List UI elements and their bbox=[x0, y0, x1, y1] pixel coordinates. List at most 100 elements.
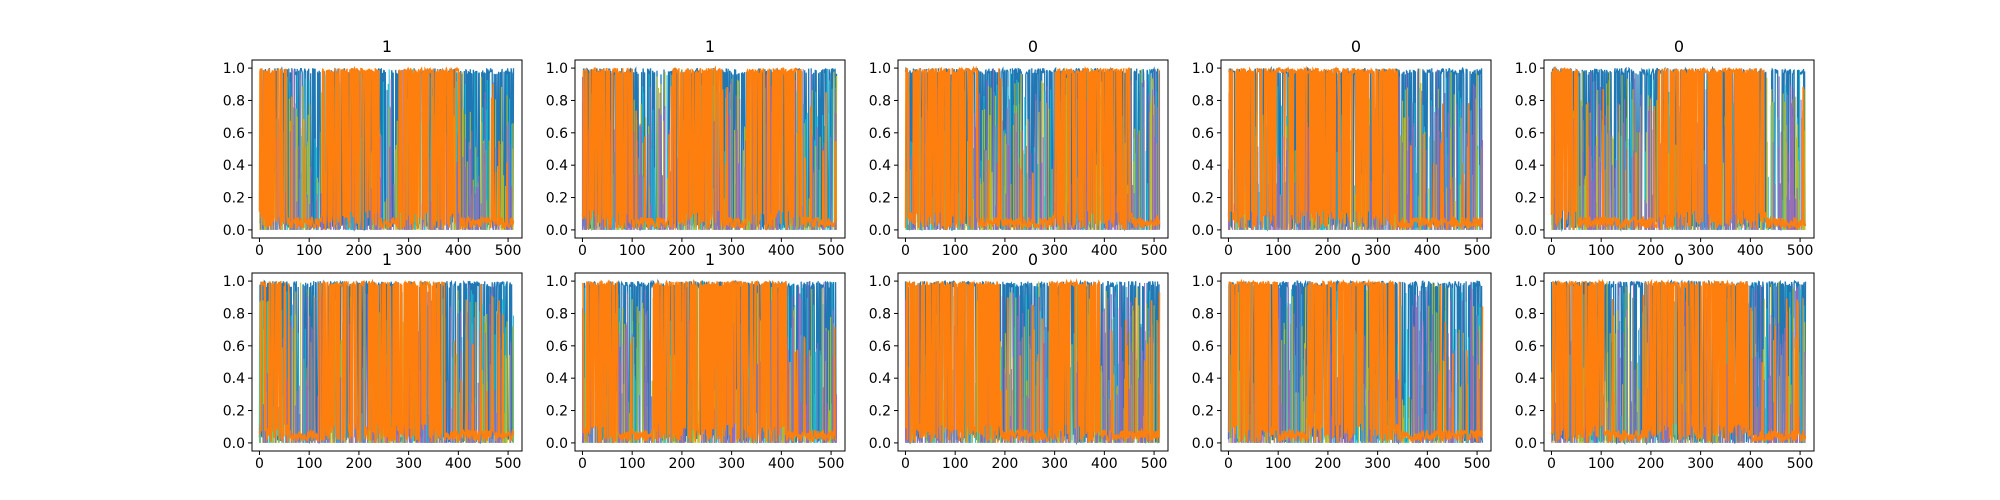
plot-area bbox=[904, 278, 1161, 446]
axes-frame bbox=[897, 59, 1169, 239]
x-tick-label: 300 bbox=[718, 456, 745, 472]
plot-area bbox=[581, 65, 838, 232]
plot-area bbox=[1550, 65, 1807, 233]
y-tick-label: 0.2 bbox=[546, 404, 568, 420]
x-tick-label: 300 bbox=[1687, 456, 1714, 472]
y-tick-label: 0.4 bbox=[223, 371, 245, 387]
y-tick-label: 0.8 bbox=[546, 93, 568, 109]
x-tick-label: 0 bbox=[1224, 243, 1233, 259]
x-tick-label: 400 bbox=[1737, 456, 1764, 472]
axes-frame bbox=[1543, 272, 1815, 452]
plot-area bbox=[258, 278, 515, 445]
y-tick-label: 0.0 bbox=[1515, 223, 1537, 239]
y-tick-label: 0.6 bbox=[223, 126, 245, 142]
x-tick-label: 300 bbox=[395, 456, 422, 472]
x-tick-label: 200 bbox=[669, 243, 696, 259]
subplot-title: 1 bbox=[382, 250, 392, 269]
x-tick-label: 100 bbox=[1265, 456, 1292, 472]
y-tick-label: 0.6 bbox=[546, 126, 568, 142]
y-tick-label: 0.6 bbox=[1192, 126, 1214, 142]
x-tick-label: 0 bbox=[255, 456, 264, 472]
x-tick-label: 200 bbox=[1315, 456, 1342, 472]
y-tick-label: 0.6 bbox=[1515, 126, 1537, 142]
y-tick-label: 0.4 bbox=[869, 158, 891, 174]
x-tick-label: 0 bbox=[1224, 456, 1233, 472]
series-orange bbox=[1550, 65, 1807, 231]
x-tick-label: 500 bbox=[1464, 456, 1491, 472]
y-tick-label: 0.0 bbox=[869, 223, 891, 239]
y-tick-label: 1.0 bbox=[223, 61, 245, 77]
y-tick-label: 0.8 bbox=[223, 93, 245, 109]
x-tick-label: 500 bbox=[1787, 243, 1814, 259]
x-tick-label: 500 bbox=[495, 243, 522, 259]
plot-area bbox=[904, 65, 1161, 232]
plot-area bbox=[1227, 278, 1484, 445]
series-orange bbox=[1227, 278, 1484, 444]
y-tick-label: 0.6 bbox=[223, 339, 245, 355]
y-tick-label: 0.0 bbox=[1515, 436, 1537, 452]
series-orange bbox=[258, 278, 515, 444]
y-tick-label: 0.6 bbox=[546, 339, 568, 355]
y-tick-label: 0.4 bbox=[223, 158, 245, 174]
y-tick-label: 0.4 bbox=[1192, 158, 1214, 174]
y-tick-label: 0.0 bbox=[1192, 436, 1214, 452]
subplot-title: 0 bbox=[1674, 37, 1684, 56]
x-tick-label: 300 bbox=[718, 243, 745, 259]
y-tick-label: 0.8 bbox=[546, 306, 568, 322]
y-tick-label: 0.0 bbox=[546, 223, 568, 239]
x-tick-label: 100 bbox=[296, 243, 323, 259]
subplot-8: 0 100 200 300 400 500 0.0 0.2 0.4 0.6 0.8 1.0 0 bbox=[869, 250, 1169, 472]
y-tick-label: 0.0 bbox=[223, 223, 245, 239]
y-tick-label: 0.2 bbox=[1515, 191, 1537, 207]
x-tick-label: 100 bbox=[1588, 456, 1615, 472]
plot-area bbox=[258, 65, 515, 232]
x-tick-label: 0 bbox=[1547, 456, 1556, 472]
x-tick-label: 200 bbox=[1638, 243, 1665, 259]
x-tick-label: 400 bbox=[1091, 243, 1118, 259]
y-tick-label: 0.4 bbox=[546, 371, 568, 387]
subplot-title: 1 bbox=[705, 250, 715, 269]
y-tick-label: 1.0 bbox=[869, 274, 891, 290]
x-tick-label: 200 bbox=[346, 243, 373, 259]
x-tick-label: 400 bbox=[1414, 456, 1441, 472]
y-tick-label: 0.2 bbox=[223, 404, 245, 420]
x-tick-label: 500 bbox=[1141, 456, 1168, 472]
y-tick-label: 0.0 bbox=[546, 436, 568, 452]
x-tick-label: 500 bbox=[1464, 243, 1491, 259]
plot-area bbox=[581, 278, 838, 445]
x-tick-label: 400 bbox=[1091, 456, 1118, 472]
x-tick-label: 200 bbox=[992, 456, 1019, 472]
y-tick-label: 0.2 bbox=[1515, 404, 1537, 420]
y-tick-label: 0.4 bbox=[1515, 371, 1537, 387]
x-tick-label: 0 bbox=[901, 243, 910, 259]
subplot-title: 0 bbox=[1351, 250, 1361, 269]
x-tick-label: 200 bbox=[1638, 456, 1665, 472]
y-tick-label: 0.8 bbox=[869, 306, 891, 322]
x-tick-label: 400 bbox=[768, 243, 795, 259]
series-orange bbox=[581, 65, 838, 231]
x-tick-label: 200 bbox=[346, 456, 373, 472]
y-tick-label: 0.0 bbox=[223, 436, 245, 452]
y-tick-label: 1.0 bbox=[869, 61, 891, 77]
subplot-4: 0 100 200 300 400 500 0.0 0.2 0.4 0.6 0.8 1.0 0 bbox=[1192, 37, 1492, 259]
x-tick-label: 200 bbox=[669, 456, 696, 472]
x-tick-label: 100 bbox=[942, 456, 969, 472]
subplot-9: 0 100 200 300 400 500 0.0 0.2 0.4 0.6 0.8 1.0 0 bbox=[1192, 250, 1492, 472]
x-tick-label: 200 bbox=[992, 243, 1019, 259]
plot-area bbox=[1550, 278, 1807, 446]
x-tick-label: 300 bbox=[1364, 456, 1391, 472]
plot-area bbox=[1227, 65, 1484, 232]
axes-frame bbox=[251, 59, 523, 239]
x-tick-label: 100 bbox=[296, 456, 323, 472]
x-tick-label: 400 bbox=[1737, 243, 1764, 259]
y-tick-label: 0.2 bbox=[869, 404, 891, 420]
y-tick-label: 0.2 bbox=[869, 191, 891, 207]
y-tick-label: 1.0 bbox=[223, 274, 245, 290]
x-tick-label: 300 bbox=[1041, 243, 1068, 259]
y-tick-label: 0.4 bbox=[869, 371, 891, 387]
series-orange bbox=[258, 65, 515, 231]
series-orange bbox=[904, 65, 1161, 231]
x-tick-label: 100 bbox=[1588, 243, 1615, 259]
subplot-7: 0 100 200 300 400 500 0.0 0.2 0.4 0.6 0.8 1.0 1 bbox=[546, 250, 846, 472]
